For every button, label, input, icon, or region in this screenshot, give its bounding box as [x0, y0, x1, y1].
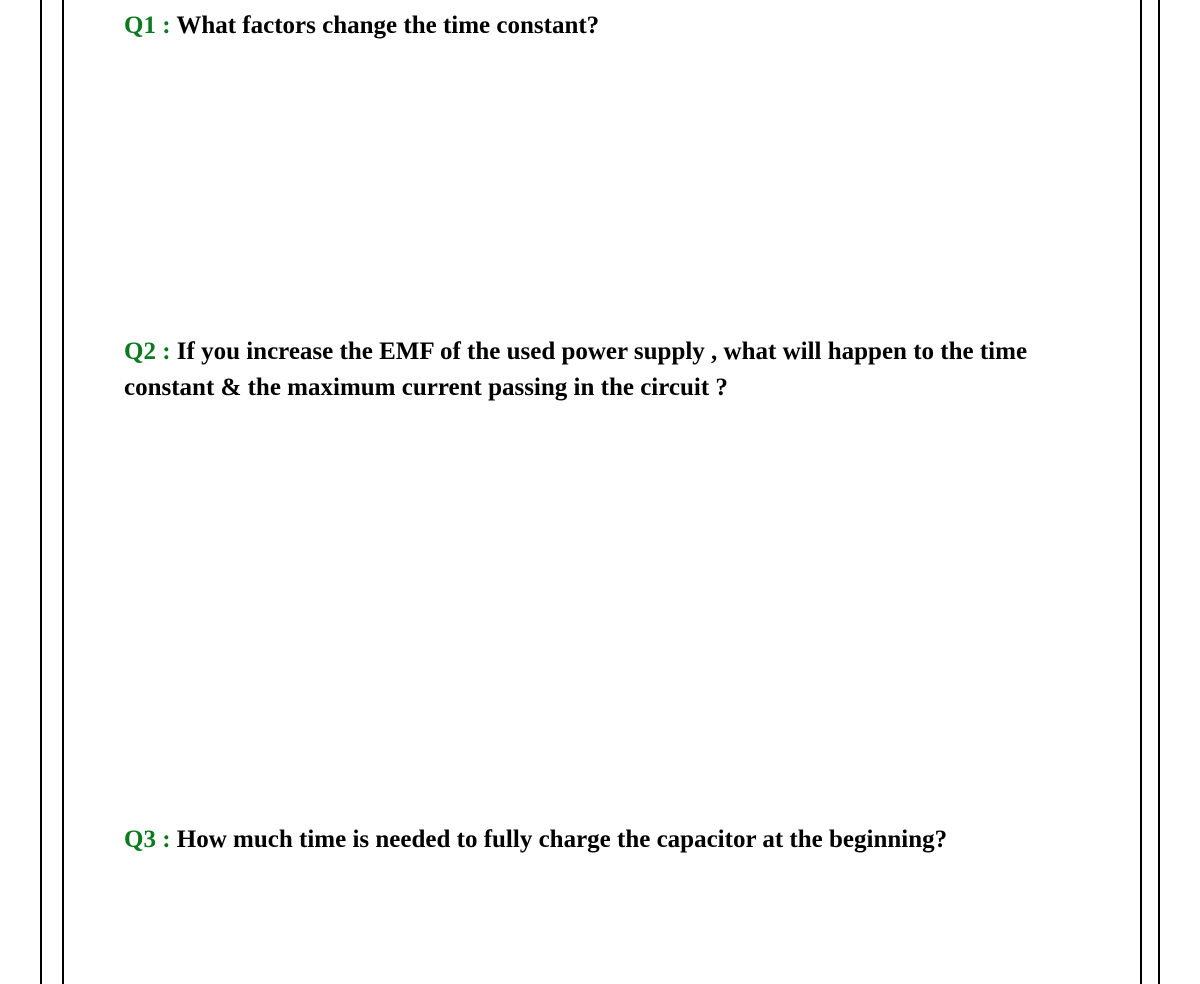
- question-2-text: If you increase the EMF of the used powe…: [124, 338, 1027, 401]
- question-2: Q2 : If you increase the EMF of the used…: [124, 334, 1060, 407]
- question-1-label: Q1 :: [124, 12, 171, 39]
- page-inner-border: Q1 : What factors change the time consta…: [62, 0, 1142, 984]
- question-1: Q1 : What factors change the time consta…: [124, 8, 1080, 44]
- page-outer-border: Q1 : What factors change the time consta…: [40, 0, 1160, 984]
- question-3-text: How much time is needed to fully charge …: [171, 826, 948, 853]
- question-2-label: Q2 :: [124, 338, 171, 365]
- question-3: Q3 : How much time is needed to fully ch…: [124, 822, 1060, 858]
- question-1-text: What factors change the time constant?: [171, 12, 600, 39]
- question-3-label: Q3 :: [124, 826, 171, 853]
